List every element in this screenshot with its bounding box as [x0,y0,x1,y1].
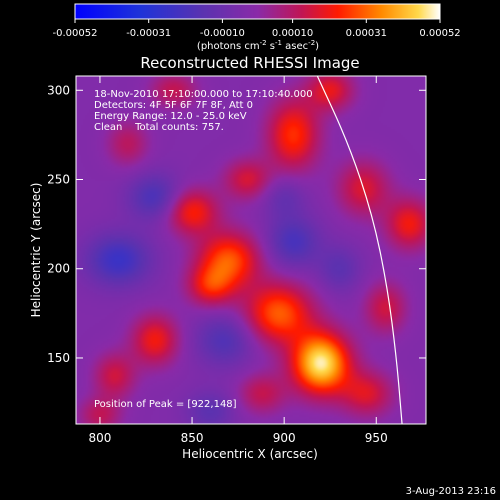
annotation-time: 18-Nov-2010 17:10:00.000 to 17:10:40.000 [94,89,313,100]
peak-position-label: Position of Peak = [922,148] [94,399,237,410]
y-tick-label-250: 250 [47,173,70,187]
footer-date: 3-Aug-2013 23:16 [406,486,496,497]
colorbar-unit-label: (photons cm-2 s-1 asec-2) [197,39,319,52]
y-axis-label: Heliocentric Y (arcsec) [29,183,43,318]
colorbar-tick-label-2: -0.00010 [200,28,245,39]
colorbar-ticks: -0.00052 -0.00031 -0.00010 0.00010 0.00031 0.… [53,19,461,39]
x-axis-label: Heliocentric X (arcsec) [182,447,318,461]
colorbar-tick-label-1: -0.00031 [126,28,171,39]
colorbar-tick-label-4: 0.00031 [346,28,387,39]
x-tick-label-800: 800 [88,431,111,445]
annotation-clean: Clean Total counts: 757. [94,122,224,133]
annotation-energy: Energy Range: 12.0 - 25.0 keV [94,111,247,122]
colorbar-tick-label-3: 0.00010 [272,28,313,39]
colorbar-tick-label-5: 0.00052 [419,28,460,39]
solar-limb-curve [316,76,403,424]
colorbar [74,3,441,20]
heatmap-image [76,76,426,424]
y-tick-label-150: 150 [47,351,70,365]
y-tick-label-300: 300 [47,83,70,97]
chart-title: Reconstructed RHESSI Image [140,54,359,72]
x-tick-label-900: 900 [273,431,296,445]
x-tick-label-850: 850 [181,431,204,445]
x-tick-label-950: 950 [365,431,388,445]
colorbar-tick-label-0: -0.00052 [53,28,98,39]
axis-ticks: 800 850 900 950 150 200 250 300 [47,76,426,445]
y-tick-label-200: 200 [47,262,70,276]
plot-frame [75,75,427,425]
annotation-detectors: Detectors: 4F 5F 6F 7F 8F, Att 0 [94,100,253,111]
